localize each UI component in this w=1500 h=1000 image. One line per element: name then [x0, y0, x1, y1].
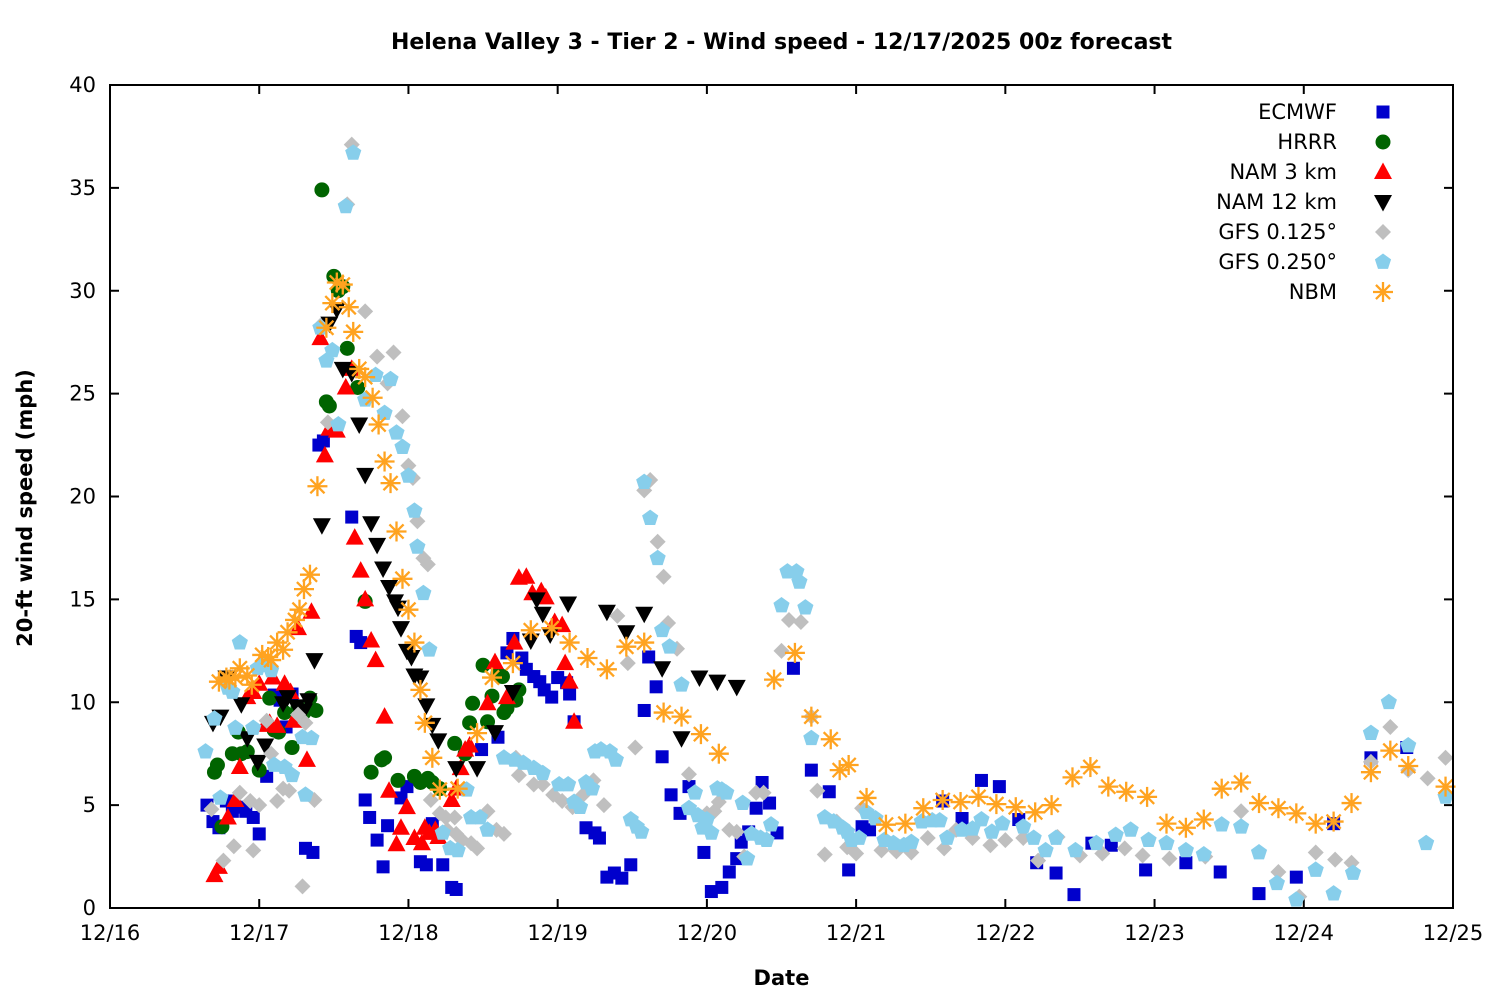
- y-axis-label: 20-ft wind speed (mph): [13, 369, 37, 647]
- legend-entry: GFS 0.125°: [1218, 220, 1391, 244]
- legend-label: GFS 0.250°: [1218, 250, 1337, 274]
- y-tick-label: 5: [83, 793, 96, 817]
- x-tick-label: 12/17: [229, 921, 290, 945]
- y-tick-label: 0: [83, 896, 96, 920]
- y-tick-label: 15: [69, 587, 96, 611]
- series-gfs-0-250--points: [197, 144, 1454, 907]
- legend-entry: NAM 12 km: [1216, 190, 1392, 214]
- legend-entry: NAM 3 km: [1229, 160, 1392, 184]
- y-tick-label: 35: [69, 176, 96, 200]
- x-tick-label: 12/21: [826, 921, 887, 945]
- legend-entry: HRRR: [1277, 130, 1391, 154]
- y-tick-label: 10: [69, 690, 96, 714]
- x-tick-label: 12/18: [378, 921, 439, 945]
- x-tick-label: 12/24: [1274, 921, 1335, 945]
- x-axis-label: Date: [753, 966, 810, 990]
- plot-frame: [109, 84, 1454, 909]
- legend: ECMWF HRRR NAM 3 km NAM 12 km GFS 0.125° GFS …: [1216, 100, 1393, 304]
- legend-label: NBM: [1289, 280, 1337, 304]
- y-tick-label: 40: [69, 73, 96, 97]
- x-tick-label: 12/16: [80, 921, 141, 945]
- x-tick-label: 12/22: [975, 921, 1036, 945]
- legend-label: HRRR: [1277, 130, 1337, 154]
- legend-entry: NBM: [1289, 280, 1393, 304]
- y-tick-label: 25: [69, 382, 96, 406]
- legend-entry: ECMWF: [1258, 100, 1390, 124]
- x-tick-label: 12/19: [527, 921, 588, 945]
- x-tick-label: 12/20: [677, 921, 738, 945]
- chart-title: Helena Valley 3 - Tier 2 - Wind speed - …: [390, 30, 1173, 55]
- legend-label: GFS 0.125°: [1218, 220, 1337, 244]
- x-tick-label: 12/23: [1124, 921, 1185, 945]
- legend-label: ECMWF: [1258, 100, 1337, 124]
- y-tick-label: 20: [69, 485, 96, 509]
- x-tick-label: 12/25: [1423, 921, 1484, 945]
- series-ecmwf-points: [200, 434, 1414, 902]
- axes: 12/16 12/17 12/18 12/19 12/20 12/21 12/22 12/23…: [69, 73, 1483, 945]
- legend-label: NAM 12 km: [1216, 190, 1337, 214]
- y-tick-label: 30: [69, 279, 96, 303]
- series-nbm-points: [208, 272, 1456, 838]
- legend-label: NAM 3 km: [1229, 160, 1337, 184]
- series-hrrr-points: [206, 182, 527, 835]
- legend-entry: GFS 0.250°: [1218, 250, 1392, 274]
